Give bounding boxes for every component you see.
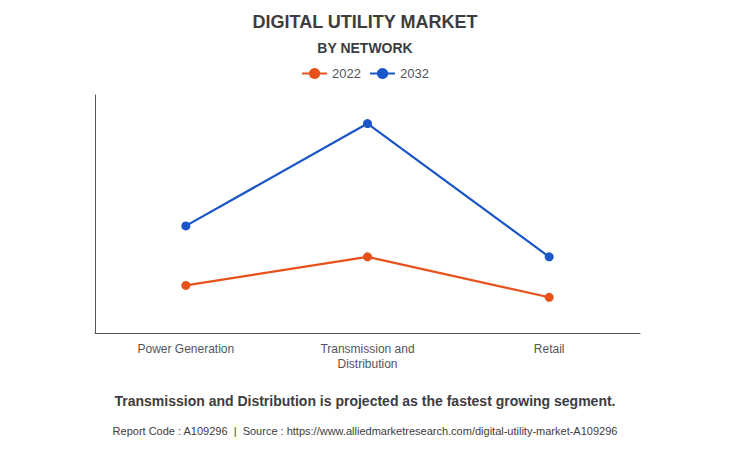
svg-text:Transmission and: Transmission and xyxy=(320,342,414,356)
svg-text:Power Generation: Power Generation xyxy=(137,342,234,356)
svg-text:Report Code : A109296 | Sour: Report Code : A109296 | Source : https:/… xyxy=(113,425,618,437)
svg-text:2022: 2022 xyxy=(332,66,361,81)
svg-text:DIGITAL UTILITY MARKET: DIGITAL UTILITY MARKET xyxy=(253,12,478,32)
svg-text:Transmission and Distribution: Transmission and Distribution is project… xyxy=(115,393,616,409)
svg-text:Retail: Retail xyxy=(534,342,565,356)
svg-text:BY NETWORK: BY NETWORK xyxy=(317,40,412,56)
svg-text:2032: 2032 xyxy=(400,66,429,81)
svg-text:Distribution: Distribution xyxy=(337,357,397,371)
